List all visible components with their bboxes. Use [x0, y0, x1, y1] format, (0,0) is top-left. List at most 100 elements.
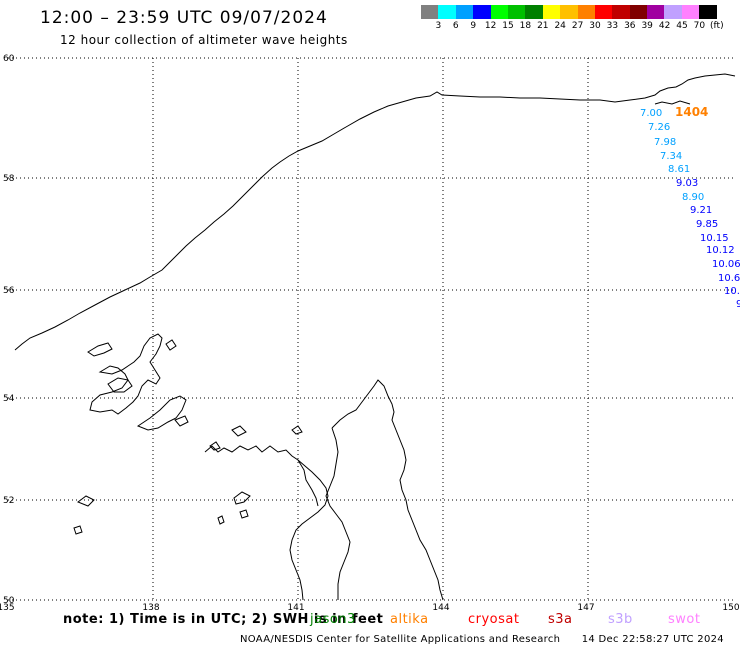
colorbar-label: 70 — [693, 21, 706, 31]
colorbar-swatch — [647, 5, 665, 19]
satellite-legend-s3b: s3b — [608, 612, 633, 627]
colorbar-label: 18 — [519, 21, 532, 31]
island-e — [231, 425, 247, 437]
island-c — [76, 495, 95, 507]
longitude-tick-label: 138 — [142, 603, 159, 613]
longitude-tick-label: 144 — [432, 603, 449, 613]
wave-height-labels: 7.007.267.987.348.619.038.909.219.8510.1… — [640, 105, 740, 310]
colorbar-label: 39 — [641, 21, 653, 31]
colorbar-label: 45 — [676, 21, 688, 31]
island-h — [73, 525, 83, 535]
map-subtitle: 12 hour collection of altimeter wave hei… — [60, 33, 348, 47]
wave-height-label: 9.21 — [690, 205, 712, 216]
island-g — [239, 509, 249, 519]
colorbar-swatch — [681, 5, 700, 19]
mainland-south — [204, 445, 329, 601]
colorbar-label: 24 — [554, 21, 566, 31]
latitude-tick-label: 56 — [3, 286, 15, 296]
colorbar-swatch — [490, 5, 508, 19]
wave-height-label: 8.61 — [668, 164, 690, 175]
wave-height-colorbar — [421, 5, 717, 19]
latitude-tick-label: 50 — [3, 596, 15, 606]
colorbar-label: 42 — [658, 21, 671, 31]
longitude-tick-label: 141 — [287, 603, 304, 613]
colorbar-swatch — [438, 5, 456, 19]
satellite-legend-cryosat: cryosat — [468, 612, 520, 627]
generation-timestamp: 14 Dec 22:58:27 UTC 2024 — [581, 634, 724, 645]
latitude-tick-label: 60 — [3, 54, 15, 64]
colorbar-label: 6 — [452, 21, 459, 31]
map-title: 12:00 – 23:59 UTC 09/07/2024 — [40, 8, 328, 28]
colorbar-label: 36 — [624, 21, 636, 31]
colorbar-swatch — [455, 5, 474, 19]
sakhalin-north — [136, 395, 187, 431]
satellite-legend-jason3: jason3 — [310, 612, 356, 627]
wave-height-label: 10.6 — [718, 273, 740, 284]
island-i — [217, 515, 225, 525]
small-island-b — [174, 415, 189, 427]
island-f — [209, 441, 221, 451]
colorbar-swatch — [629, 5, 648, 19]
wave-height-label: 7.00 — [640, 108, 662, 119]
wave-height-label: 8.90 — [682, 192, 704, 203]
latitude-tick-label: 52 — [3, 496, 14, 506]
latitude-tick-label: 54 — [3, 394, 15, 404]
colorbar-swatch — [612, 5, 630, 19]
mainland-coast-inlet — [654, 100, 691, 105]
colorbar-swatch — [594, 5, 613, 19]
colorbar-label: (ft) — [710, 21, 724, 31]
colorbar-swatch — [577, 5, 595, 19]
colorbar-swatch — [421, 5, 439, 19]
overlap-wave-label: 1404 — [675, 105, 708, 119]
coastline — [14, 73, 736, 601]
colorbar-swatch — [699, 5, 717, 19]
lat-lon-grid — [8, 57, 733, 601]
wave-height-label: 10. — [724, 286, 740, 297]
credit-text: NOAA/NESDIS Center for Satellite Applica… — [240, 634, 561, 645]
wave-height-label: 10.15 — [700, 233, 729, 244]
satellite-legend-swot: swot — [668, 612, 701, 627]
colorbar-swatch — [525, 5, 543, 19]
wave-height-label: 7.98 — [654, 137, 676, 148]
wave-height-label: 7.34 — [660, 151, 682, 162]
colorbar-label: 30 — [589, 21, 601, 31]
colorbar-label: 21 — [537, 21, 549, 31]
latitude-tick-label: 58 — [3, 174, 15, 184]
satellite-legend-altika: altika — [390, 612, 429, 627]
wave-height-label: 10.12 — [706, 245, 735, 256]
wave-height-label: 7.26 — [648, 122, 670, 133]
small-island-a — [165, 339, 177, 351]
longitude-tick-label: 135 — [0, 603, 15, 613]
colorbar-label: 15 — [502, 21, 514, 31]
colorbar-label: 12 — [484, 21, 497, 31]
bay-shore — [297, 459, 319, 507]
island-d — [233, 491, 251, 505]
island-j — [291, 425, 303, 435]
longitude-tick-label: 150 — [722, 603, 739, 613]
credit-line: NOAA/NESDIS Center for Satellite Applica… — [240, 634, 724, 645]
longitude-tick-label: 147 — [577, 603, 594, 613]
west-island — [87, 342, 113, 357]
colorbar-label: 9 — [470, 21, 477, 31]
colorbar-swatch — [560, 5, 578, 19]
colorbar-swatch — [507, 5, 526, 19]
wave-height-label: 9 — [736, 299, 740, 310]
units-note: note: 1) Time is in UTC; 2) SWH is in fe… — [63, 612, 384, 627]
wave-height-label: 10.06 — [712, 259, 740, 270]
mainland-coast — [14, 73, 736, 351]
satellite-legend-s3a: s3a — [548, 612, 573, 627]
colorbar-label: 33 — [606, 21, 619, 31]
peninsula-shore — [89, 333, 163, 415]
colorbar-label: 27 — [571, 21, 584, 31]
colorbar-label: 3 — [435, 21, 442, 31]
wave-height-label: 9.85 — [696, 219, 718, 230]
wave-height-label: 9.03 — [676, 178, 698, 189]
colorbar-swatch — [473, 5, 491, 19]
colorbar-swatch — [664, 5, 682, 19]
inner-shore — [325, 427, 351, 600]
colorbar-swatch — [542, 5, 561, 19]
shantar-islands — [107, 377, 133, 393]
cape-area — [331, 379, 444, 601]
